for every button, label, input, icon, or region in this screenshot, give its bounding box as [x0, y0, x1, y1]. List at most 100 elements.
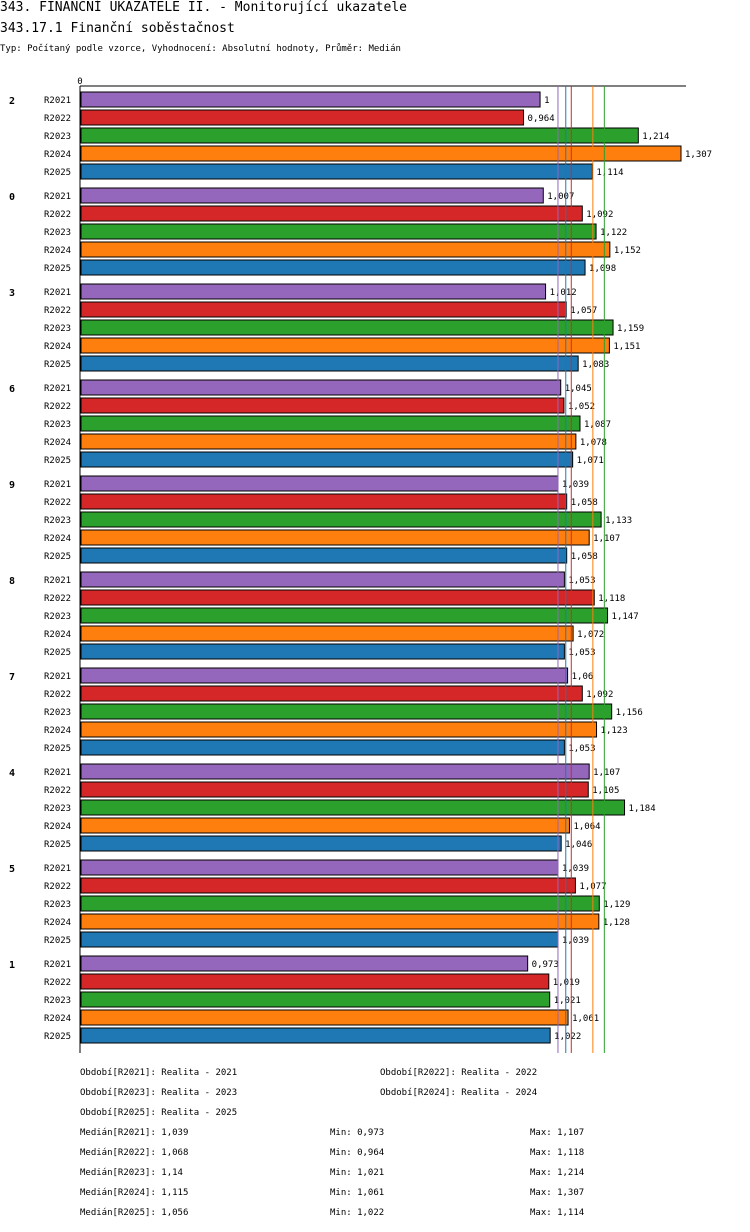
series-label: R2024 [44, 630, 71, 640]
series-label: R2022 [44, 306, 71, 316]
data-label: 1,092 [586, 690, 613, 700]
bar [80, 397, 565, 414]
bar [80, 721, 598, 738]
stat-min-r2023: Min: 1,021 [330, 1168, 385, 1178]
group-label: 2 [9, 96, 15, 107]
stat-min-r2021: Min: 0,973 [330, 1128, 385, 1138]
bar [80, 415, 581, 432]
bar [80, 931, 559, 948]
series-label: R2023 [44, 228, 71, 238]
bar [80, 205, 583, 222]
bar [80, 991, 551, 1008]
bar [80, 337, 610, 354]
series-label: R2024 [44, 918, 71, 928]
data-label: 1,128 [603, 918, 630, 928]
bar [80, 187, 544, 204]
stat-median-r2022: Medián[R2022]: 1,068 [80, 1148, 189, 1158]
bar [80, 955, 529, 972]
legend-period-r2025: Období[R2025]: Realita - 2025 [80, 1108, 238, 1118]
data-label: 1,045 [565, 384, 592, 394]
group-label: 0 [9, 192, 15, 203]
legend-period-r2023: Období[R2023]: Realita - 2023 [80, 1088, 238, 1098]
bar [80, 817, 570, 834]
bar [80, 571, 565, 588]
data-label: 1,098 [589, 264, 616, 274]
legend-period-r2021: Období[R2021]: Realita - 2021 [80, 1068, 238, 1078]
series-label: R2023 [44, 996, 71, 1006]
bar [80, 163, 593, 180]
bar [80, 301, 567, 318]
data-label: 1,214 [642, 132, 669, 142]
bar [80, 223, 597, 240]
series-label: R2025 [44, 648, 71, 658]
series-label: R2022 [44, 402, 71, 412]
series-label: R2021 [44, 96, 71, 106]
chart-title: 343.17.1 Finanční soběstačnost [0, 21, 235, 36]
bar [80, 91, 541, 108]
group-label: 3 [9, 288, 15, 299]
bar [80, 547, 568, 564]
data-label: 1,019 [553, 978, 580, 988]
bar [80, 319, 614, 336]
bar [80, 475, 559, 492]
data-label: 1,118 [598, 594, 625, 604]
bar [80, 259, 586, 276]
data-label: 1,156 [616, 708, 643, 718]
series-label: R2024 [44, 822, 71, 832]
data-label: 1,021 [554, 996, 581, 1006]
data-label: 1,071 [577, 456, 604, 466]
series-label: R2024 [44, 534, 71, 544]
data-label: 1,114 [596, 168, 623, 178]
series-label: R2022 [44, 114, 71, 124]
series-label: R2025 [44, 936, 71, 946]
data-label: 1,072 [577, 630, 604, 640]
data-label: 1,058 [571, 498, 598, 508]
series-label: R2021 [44, 384, 71, 394]
series-label: R2023 [44, 900, 71, 910]
series-label: R2022 [44, 594, 71, 604]
group-label: 6 [9, 384, 15, 395]
data-label: 1,061 [572, 1014, 599, 1024]
data-label: 1,058 [571, 552, 598, 562]
group-label: 1 [9, 960, 15, 971]
data-label: 1,107 [593, 534, 620, 544]
series-label: R2022 [44, 978, 71, 988]
series-label: R2021 [44, 768, 71, 778]
data-label: 1,053 [568, 576, 595, 586]
bar [80, 355, 579, 372]
stat-max-r2023: Max: 1,214 [530, 1168, 585, 1178]
bar [80, 451, 574, 468]
bar [80, 589, 595, 606]
group-label: 5 [9, 864, 15, 875]
stat-max-r2025: Max: 1,114 [530, 1208, 585, 1218]
data-label: 1 [544, 96, 549, 106]
stat-median-r2025: Medián[R2025]: 1,056 [80, 1208, 189, 1218]
stat-max-r2024: Max: 1,307 [530, 1188, 585, 1198]
stat-min-r2022: Min: 0,964 [330, 1148, 385, 1158]
bar [80, 739, 565, 756]
bar [80, 895, 600, 912]
series-label: R2025 [44, 168, 71, 178]
bar [80, 145, 682, 162]
group-label: 7 [9, 672, 15, 683]
series-label: R2023 [44, 804, 71, 814]
group-label: 8 [9, 576, 15, 587]
data-label: 1,105 [592, 786, 619, 796]
stat-max-r2022: Max: 1,118 [530, 1148, 585, 1158]
stat-min-r2025: Min: 1,022 [330, 1208, 385, 1218]
series-label: R2023 [44, 708, 71, 718]
series-label: R2023 [44, 516, 71, 526]
series-label: R2025 [44, 360, 71, 370]
series-label: R2025 [44, 456, 71, 466]
series-label: R2024 [44, 150, 71, 160]
data-label: 1,046 [565, 840, 592, 850]
bar [80, 283, 547, 300]
series-label: R2023 [44, 132, 71, 142]
bar [80, 859, 559, 876]
stat-median-r2021: Medián[R2021]: 1,039 [80, 1128, 189, 1138]
bar [80, 781, 589, 798]
series-label: R2023 [44, 324, 71, 334]
data-label: 1,092 [586, 210, 613, 220]
data-label: 1,039 [562, 936, 589, 946]
data-label: 0,973 [532, 960, 559, 970]
